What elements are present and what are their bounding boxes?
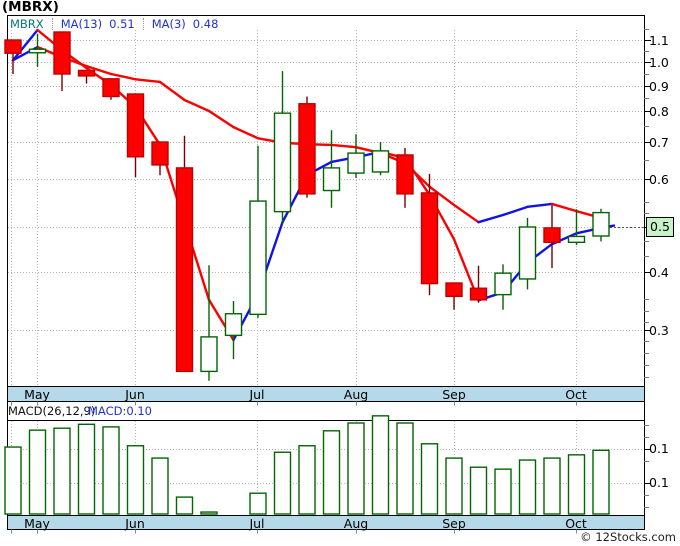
legend-ma13-label: MA(13) — [60, 17, 103, 31]
main-chart-legend: MBRX MA(13) 0.51 MA(3) 0.48 — [10, 17, 218, 31]
month-label: Oct — [565, 515, 587, 531]
macd-bar — [126, 445, 145, 515]
macd-bar — [567, 454, 586, 515]
macd-bar — [175, 496, 194, 515]
macd-bar — [298, 445, 316, 515]
month-label: Sep — [442, 515, 466, 531]
candle-down — [469, 287, 488, 301]
macd-bar — [322, 430, 341, 515]
candle-down — [102, 78, 120, 98]
month-label: Jun — [125, 515, 145, 531]
candle-down — [543, 227, 561, 243]
macd-bar — [518, 459, 537, 515]
macd-header-label: MACD(26,12,9) — [8, 404, 96, 418]
price-axis-label: 0.6 — [649, 171, 669, 187]
month-label: Aug — [343, 515, 369, 531]
candle-down — [175, 167, 194, 373]
month-label: Sep — [442, 387, 466, 402]
legend-ma13-value: 0.51 — [109, 17, 135, 31]
macd-bar — [469, 466, 488, 515]
month-label: May — [24, 515, 50, 531]
candle-down — [151, 141, 169, 166]
macd-axis-label: 0.1 — [649, 441, 669, 456]
macd-bar — [77, 423, 96, 515]
candle-up — [518, 226, 537, 280]
candle-up — [592, 211, 610, 237]
macd-bar — [420, 443, 439, 515]
legend-separator — [142, 18, 144, 30]
macd-bar — [396, 422, 414, 515]
candle-up — [200, 336, 218, 373]
price-axis-label: 0.3 — [649, 322, 669, 338]
price-axis-label: 0.9 — [649, 78, 669, 94]
month-label: Jul — [249, 387, 265, 402]
month-label: Jun — [125, 387, 145, 402]
price-axis-label: 1.0 — [649, 54, 669, 70]
macd-bar — [53, 427, 71, 515]
price-axis-label: 1.1 — [649, 32, 669, 48]
month-label: Oct — [565, 387, 587, 402]
macd-bar — [592, 449, 610, 515]
macd-bar — [151, 457, 169, 515]
last-price-badge: 0.5 — [646, 217, 674, 237]
legend-ma3-value: 0.48 — [192, 17, 219, 31]
candle-up — [347, 152, 365, 174]
macd-bar — [28, 429, 47, 515]
price-axis-label: 0.7 — [649, 134, 669, 150]
macd-bar — [371, 415, 390, 515]
candle-down — [126, 93, 145, 158]
macd-current-value: MACD:0.10 — [88, 404, 152, 418]
candle-up — [249, 200, 267, 316]
legend-ma3-label: MA(3) — [151, 17, 186, 31]
price-axis-label: 0.4 — [649, 264, 669, 280]
candle-up — [28, 48, 47, 54]
candle-up — [494, 272, 512, 296]
macd-bar — [445, 457, 463, 515]
month-label: Jul — [249, 515, 265, 531]
legend-separator — [51, 18, 53, 30]
candle-down — [420, 192, 439, 285]
month-label: May — [24, 387, 50, 402]
credit-link[interactable]: © 12Stocks.com — [580, 530, 676, 544]
page-title: (MBRX) — [2, 0, 59, 15]
month-label: Aug — [343, 387, 369, 402]
legend-symbol: MBRX — [10, 17, 44, 31]
candle-down — [298, 103, 316, 195]
macd-bar — [273, 451, 292, 515]
macd-bar — [543, 457, 561, 515]
candle-down — [77, 69, 96, 77]
candle-down — [4, 39, 22, 54]
macd-bar — [494, 468, 512, 515]
price-axis-label: 0.8 — [649, 103, 669, 119]
candle-down — [53, 31, 71, 75]
candle-up — [224, 313, 243, 337]
macd-axis-label: 0.1 — [649, 475, 669, 490]
candle-up — [371, 150, 390, 173]
candle-down — [396, 154, 414, 195]
macd-bar — [200, 511, 218, 515]
candle-down — [445, 282, 463, 298]
candle-up — [322, 167, 341, 192]
candle-up — [567, 235, 586, 243]
macd-bar — [347, 422, 365, 515]
macd-bar — [4, 446, 22, 515]
macd-bar — [249, 492, 267, 515]
macd-bar — [102, 426, 120, 515]
candle-up — [273, 112, 292, 213]
